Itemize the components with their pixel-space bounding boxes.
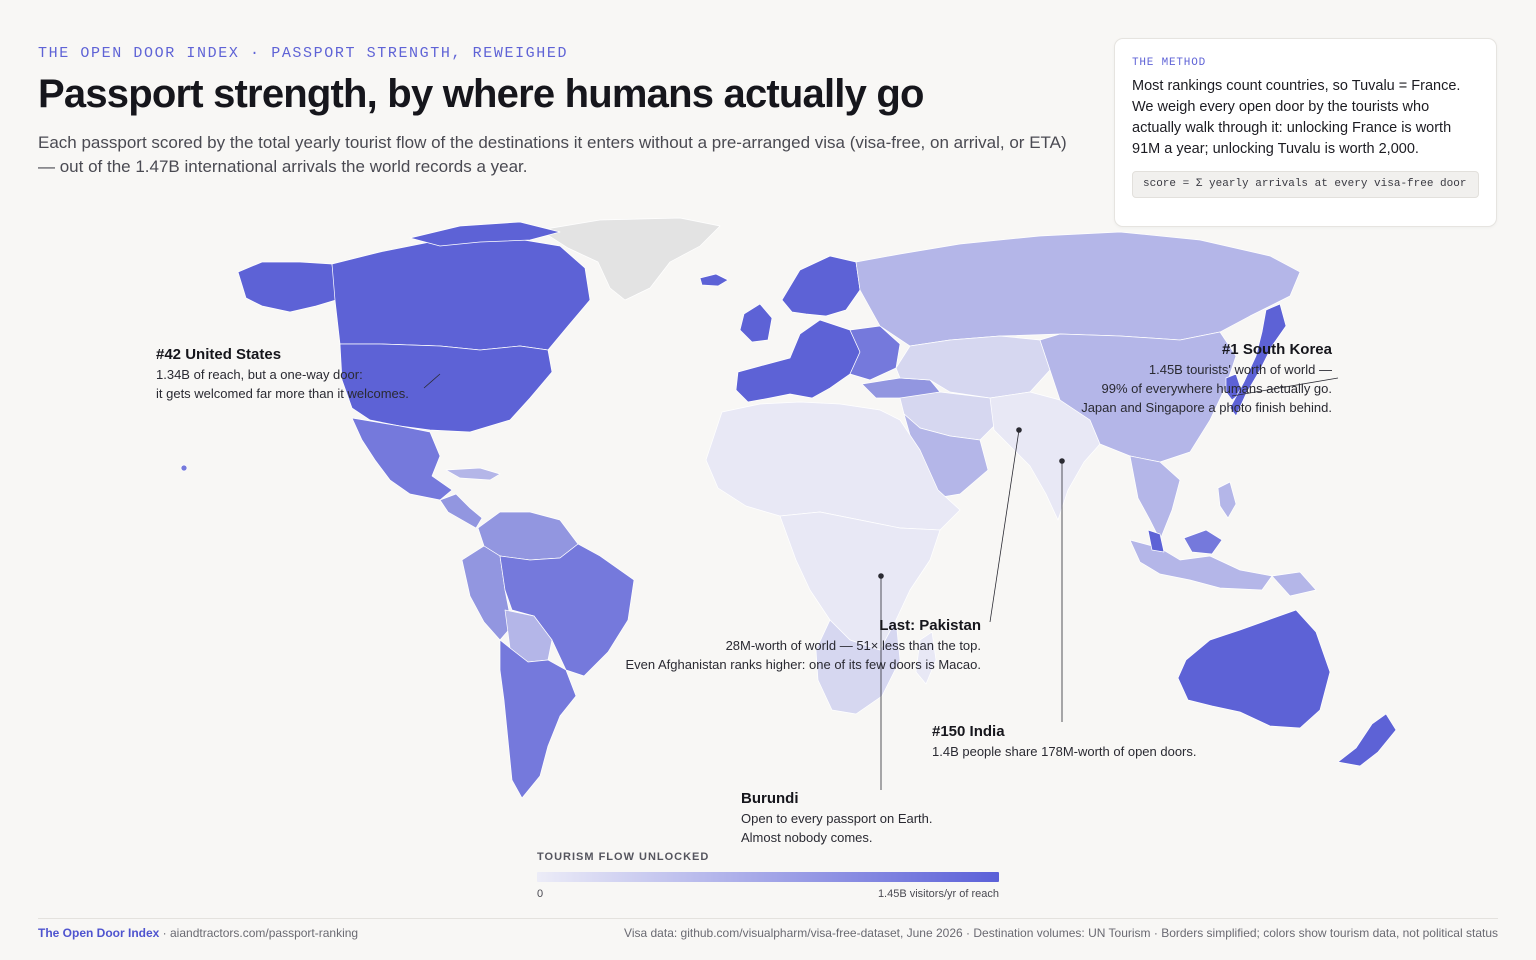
region-british-isles[interactable] <box>739 303 773 343</box>
region-madagascar[interactable] <box>915 631 937 685</box>
annotation-burundi: Burundi Open to every passport on Earth.… <box>741 789 933 847</box>
annotation-pakistan-heading: Last: Pakistan <box>879 617 981 634</box>
footer-sources: Visa data: github.com/visualpharm/visa-f… <box>624 926 1498 940</box>
region-southern-cone[interactable] <box>499 639 577 799</box>
region-iceland[interactable] <box>699 273 729 287</box>
region-hawaii[interactable] <box>180 464 188 472</box>
region-southeast-asia[interactable] <box>1129 455 1181 541</box>
region-greenland[interactable] <box>539 217 721 301</box>
annotation-pakistan: Last: Pakistan 28M-worth of world — 51× … <box>560 616 981 674</box>
region-philippines[interactable] <box>1217 481 1237 519</box>
region-japan[interactable] <box>1229 303 1287 417</box>
annotation-korea-line2: 99% of everywhere humans actually go. <box>1101 381 1332 396</box>
annotation-burundi-line2: Almost nobody comes. <box>741 830 873 845</box>
region-australia[interactable] <box>1177 609 1331 729</box>
method-label: THE METHOD <box>1132 57 1207 69</box>
annotation-korea-heading: #1 South Korea <box>1221 341 1332 358</box>
region-malaysia[interactable] <box>1183 529 1223 555</box>
annotation-india-heading: #150 India <box>932 723 1005 740</box>
method-card: THE METHOD Most rankings count countries… <box>1114 38 1497 227</box>
annotation-burundi-heading: Burundi <box>741 790 799 807</box>
region-caribbean[interactable] <box>445 467 501 481</box>
leader-korea <box>1231 377 1339 397</box>
region-china[interactable] <box>1039 331 1237 463</box>
annotation-pakistan-line2: Even Afghanistan ranks higher: one of it… <box>625 657 981 672</box>
region-papua[interactable] <box>1271 571 1317 597</box>
region-singapore[interactable] <box>1147 529 1165 553</box>
region-central-america[interactable] <box>439 493 483 529</box>
footer: The Open Door Index · aiandtractors.com/… <box>38 918 1498 940</box>
legend-label: TOURISM FLOW UNLOCKED <box>537 851 710 863</box>
region-united-states[interactable] <box>339 343 553 433</box>
region-north-africa[interactable] <box>705 401 961 531</box>
annotation-korea-line1: 1.45B tourists' worth of world — <box>1148 362 1332 377</box>
region-new-zealand[interactable] <box>1337 713 1397 767</box>
region-southern-africa[interactable] <box>815 619 901 715</box>
annotation-burundi-line1: Open to every passport on Earth. <box>741 811 933 826</box>
method-body: Most rankings count countries, so Tuvalu… <box>1132 78 1461 157</box>
annotation-korea: #1 South Korea 1.45B tourists' worth of … <box>1020 340 1332 417</box>
region-alaska[interactable] <box>237 261 337 313</box>
region-brazil[interactable] <box>499 543 635 677</box>
region-mexico[interactable] <box>351 417 453 501</box>
annotation-us-line1: 1.34B of reach, but a one-way door: <box>156 367 363 382</box>
legend-max-label: 1.45B visitors/yr of reach <box>877 888 999 900</box>
legend-min-label: 0 <box>537 888 544 900</box>
region-russia[interactable] <box>855 231 1301 347</box>
legend-gradient-bar <box>537 872 999 882</box>
page-subtitle: Each passport scored by the total yearly… <box>38 133 1067 176</box>
region-eastern-europe[interactable] <box>849 325 901 381</box>
method-formula: score = Σ yearly arrivals at every visa-… <box>1132 171 1479 198</box>
footer-site: · aiandtractors.com/passport-ranking <box>159 926 359 940</box>
annotation-pakistan-line1: 28M-worth of world — 51× less than the t… <box>725 638 981 653</box>
kicker: THE OPEN DOOR INDEX · PASSPORT STRENGTH,… <box>38 45 569 62</box>
annotation-india-line1: 1.4B people share 178M-worth of open doo… <box>932 744 1197 759</box>
annotation-korea-line3: Japan and Singapore a photo finish behin… <box>1081 400 1332 415</box>
color-legend: TOURISM FLOW UNLOCKED 0 1.45B visitors/y… <box>537 851 999 900</box>
region-scandinavia[interactable] <box>781 255 861 317</box>
annotation-us-line2: it gets welcomed far more than it welcom… <box>156 386 409 401</box>
leader-us <box>423 373 441 389</box>
region-central-africa[interactable] <box>779 511 941 651</box>
annotation-us: #42 United States 1.34B of reach, but a … <box>156 345 409 403</box>
footer-brand-link[interactable]: The Open Door Index <box>38 926 160 940</box>
region-arctic-islands[interactable] <box>409 221 561 247</box>
marker-pakistan <box>1016 427 1022 433</box>
annotation-india: #150 India 1.4B people share 178M-worth … <box>932 722 1197 761</box>
region-indonesia[interactable] <box>1129 539 1273 591</box>
page-title: Passport strength, by where humans actua… <box>38 72 924 116</box>
region-canada[interactable] <box>331 235 591 351</box>
marker-burundi <box>878 573 884 579</box>
leader-pakistan <box>989 429 1020 623</box>
annotation-us-heading: #42 United States <box>156 346 282 363</box>
marker-india <box>1059 458 1065 464</box>
